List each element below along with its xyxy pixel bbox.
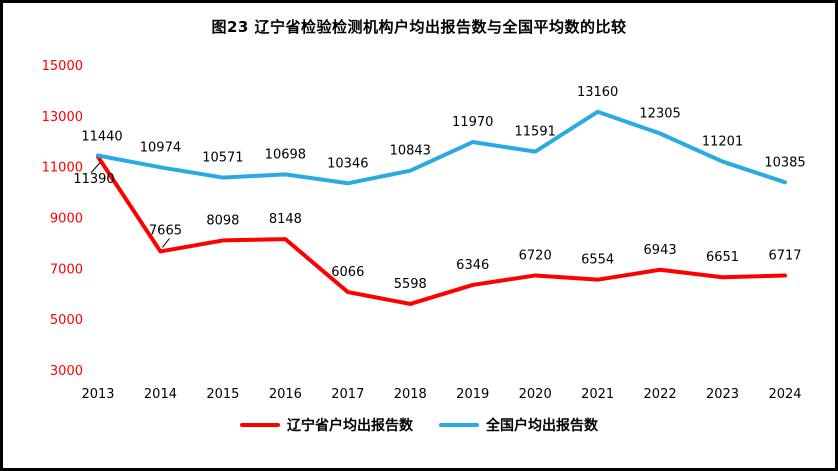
x-tick-label: 2013: [81, 387, 114, 402]
label-leader-line: [90, 162, 101, 174]
label-leader-line: [162, 238, 170, 248]
data-label: 8148: [269, 212, 302, 227]
legend-item-liaoning: 辽宁省户均出报告数: [240, 415, 413, 435]
y-tick-label: 9000: [50, 212, 83, 227]
data-label: 6066: [331, 265, 364, 280]
data-label: 7665: [149, 223, 182, 238]
x-tick-label: 2018: [394, 387, 427, 402]
data-label: 6554: [581, 253, 614, 268]
y-tick-label: 5000: [50, 313, 83, 328]
data-label: 11201: [702, 135, 743, 150]
data-label: 10571: [202, 151, 243, 166]
legend-line-blue-icon: [439, 423, 479, 427]
data-label: 11970: [452, 115, 493, 130]
data-label: 10346: [327, 156, 368, 171]
data-label: 6720: [519, 248, 552, 263]
data-label: 10843: [390, 144, 431, 159]
data-label: 10974: [140, 140, 181, 155]
legend-label-national: 全国户均出报告数: [486, 418, 598, 434]
data-label: 6651: [706, 250, 739, 265]
x-tick-label: 2021: [581, 387, 614, 402]
legend: 辽宁省户均出报告数 全国户均出报告数: [3, 415, 835, 435]
x-tick-label: 2016: [269, 387, 302, 402]
data-label: 12305: [639, 106, 680, 121]
y-tick-label: 7000: [50, 262, 83, 277]
x-tick-label: 2015: [206, 387, 239, 402]
x-tick-label: 2020: [519, 387, 552, 402]
data-label: 6943: [644, 243, 677, 258]
line-chart: 3000 5000 7000 9000 11000 13000 15000 2013 2014 2…: [42, 59, 806, 402]
x-tick-label: 2023: [706, 387, 739, 402]
x-tick-label: 2014: [144, 387, 177, 402]
legend-line-red-icon: [240, 423, 280, 427]
series-line-0: [96, 154, 787, 306]
y-tick-label: 11000: [42, 161, 83, 176]
data-label: 10698: [265, 147, 306, 162]
data-label: 5598: [394, 277, 427, 292]
chart-title: 图23 辽宁省检验检测机构户均出报告数与全国平均数的比较: [211, 18, 627, 36]
data-label: 11390: [73, 172, 114, 187]
data-label: 6346: [456, 258, 489, 273]
legend-label-liaoning: 辽宁省户均出报告数: [287, 418, 413, 434]
y-tick-label: 15000: [42, 59, 83, 74]
x-tick-label: 2019: [456, 387, 489, 402]
legend-item-national: 全国户均出报告数: [439, 415, 598, 435]
x-tick-label: 2022: [644, 387, 677, 402]
x-tick-label: 2024: [768, 387, 801, 402]
data-label: 11591: [515, 125, 556, 140]
data-label: 10385: [764, 155, 805, 170]
data-label: 13160: [577, 85, 618, 100]
y-tick-label: 13000: [42, 110, 83, 125]
x-tick-label: 2017: [331, 387, 364, 402]
series-line-1: [96, 109, 787, 186]
y-tick-label: 3000: [50, 364, 83, 379]
data-label: 6717: [768, 249, 801, 264]
data-label: 11440: [81, 129, 122, 144]
data-label: 8098: [206, 213, 239, 228]
